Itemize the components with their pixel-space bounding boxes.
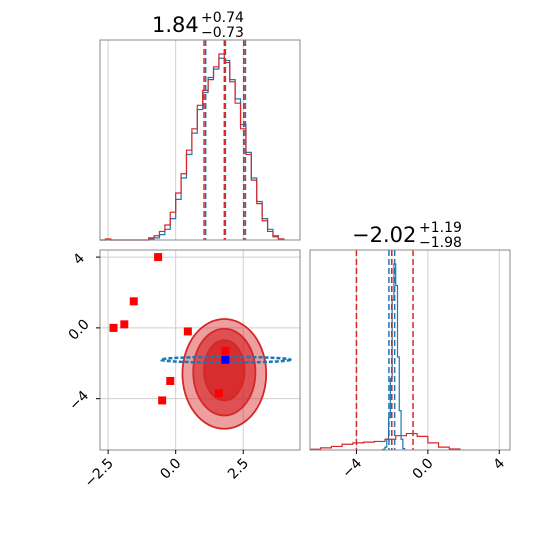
panel-bottom-right: −2.02 +1.19 −1.98 −4 0.0 4 xyxy=(309,220,511,483)
red-point xyxy=(154,253,163,262)
title-plus: +1.19 xyxy=(419,220,462,236)
x-tick-label: 0.0 xyxy=(157,456,184,483)
y-tick-label: 0.0 xyxy=(66,317,93,344)
red-point xyxy=(221,346,230,355)
red-point xyxy=(183,327,192,336)
scatter-and-contours xyxy=(109,253,292,430)
title-value: 1.84 xyxy=(152,13,199,37)
title-minus: −0.73 xyxy=(201,25,244,41)
histogram xyxy=(309,263,461,451)
panel-title: −2.02 +1.19 −1.98 xyxy=(352,220,462,251)
title-minus: −1.98 xyxy=(419,235,462,251)
x-tick-label: −2.5 xyxy=(82,456,117,491)
y-tick-label: −4 xyxy=(66,388,92,414)
histogram-series xyxy=(309,432,461,450)
histogram xyxy=(100,53,285,241)
y-tick-labels: −4 0.0 4 xyxy=(66,250,100,414)
y-tick-label: 4 xyxy=(70,250,88,268)
panel-title: 1.84 +0.74 −0.73 xyxy=(152,10,244,41)
x-tick-label: −4 xyxy=(339,455,365,481)
x-tick-labels: −4 0.0 4 xyxy=(339,450,508,483)
red-density-contour xyxy=(203,339,246,402)
red-point xyxy=(120,320,129,329)
grid xyxy=(100,250,300,450)
x-tick-label: 4 xyxy=(490,455,508,473)
grid xyxy=(355,250,500,450)
title-plus: +0.74 xyxy=(201,10,244,26)
panel-top-left: 1.84 +0.74 −0.73 xyxy=(99,10,301,241)
axes-frame xyxy=(99,39,301,241)
quantile-lines xyxy=(203,40,247,240)
x-tick-labels: −2.5 0.0 2.5 xyxy=(82,450,252,491)
histogram-series xyxy=(381,263,406,451)
histogram-series xyxy=(100,53,285,241)
blue-point xyxy=(221,355,230,364)
red-point xyxy=(109,323,118,332)
x-tick-label: 0.0 xyxy=(410,456,437,483)
red-point xyxy=(158,396,167,405)
red-point xyxy=(129,297,138,306)
axes-frame xyxy=(99,249,301,451)
red-point xyxy=(214,389,223,398)
x-tick-label: 2.5 xyxy=(225,456,252,483)
axes-frame xyxy=(309,249,511,451)
red-point xyxy=(166,376,175,385)
quantile-lines xyxy=(355,250,414,450)
title-value: −2.02 xyxy=(352,223,416,247)
panel-bottom-left: −2.5 0.0 2.5 −4 0.0 4 xyxy=(66,249,301,491)
